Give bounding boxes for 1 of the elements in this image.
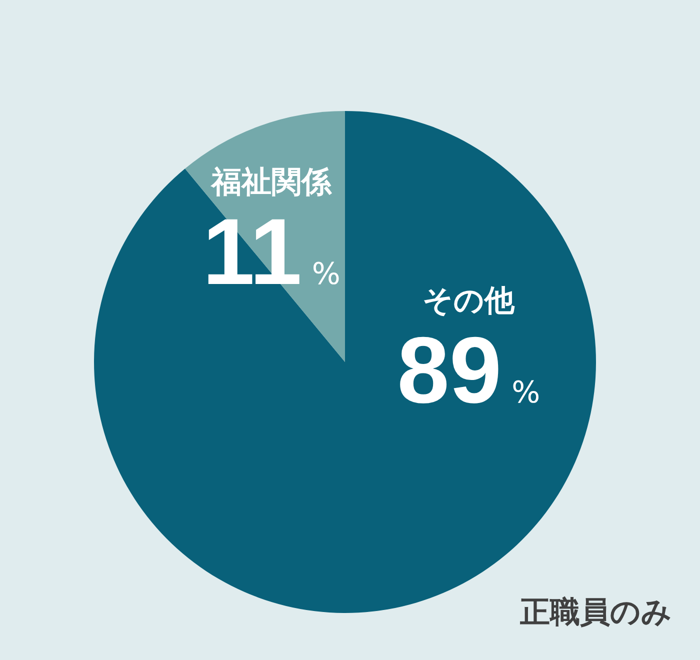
annotation: 正職員のみ [520, 595, 672, 630]
